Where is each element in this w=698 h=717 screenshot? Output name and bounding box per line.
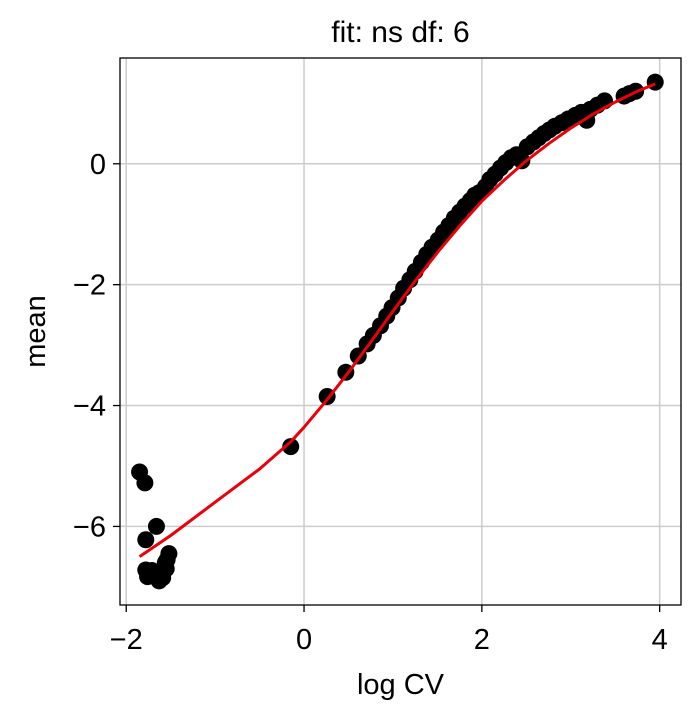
data-point [136,474,154,492]
data-point [147,517,165,535]
data-point [282,438,300,456]
chart-title: fit: ns df: 6 [331,16,469,49]
grid-lines [120,58,681,605]
plot-series [131,73,664,590]
y-axis-ticks: −6 −4 −2 0 [73,149,120,543]
data-point [513,152,531,170]
y-tick-label: −4 [73,391,106,423]
x-tick-label: 4 [652,624,668,656]
x-axis-title: log CV [357,669,445,701]
plot-frame [119,57,682,606]
x-tick-label: 2 [474,624,490,656]
data-point [646,73,664,91]
x-tick-label: −2 [110,624,143,656]
y-tick-label: 0 [90,149,106,181]
data-point [137,531,155,549]
y-tick-label: −6 [73,511,106,543]
data-point [137,561,155,579]
x-axis-ticks: −2 0 2 4 [110,605,668,656]
fit-line [138,82,656,558]
data-point [160,545,178,563]
y-axis-title: mean [20,295,52,368]
x-tick-label: 0 [296,624,312,656]
y-tick-label: −2 [73,270,106,302]
